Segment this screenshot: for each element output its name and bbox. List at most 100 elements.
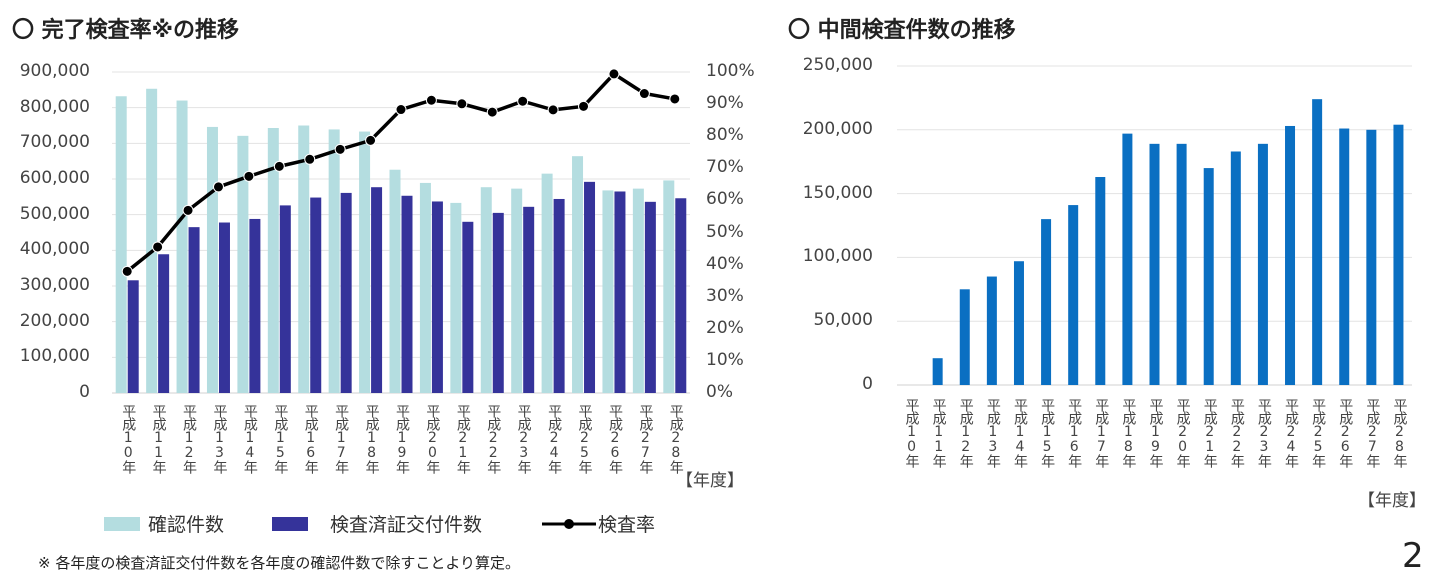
bar-confirm: [328, 129, 340, 393]
x-tick-label: 平成22年: [485, 404, 502, 473]
x-tick-label: 平成25年: [576, 404, 593, 473]
bar-certificate: [614, 191, 626, 393]
left-y-tick: 500,000: [19, 203, 90, 224]
x-tick-label: 平成24年: [1283, 398, 1300, 467]
y-tick: 100,000: [802, 246, 873, 267]
x-tick-label: 平成16年: [1066, 398, 1083, 467]
left-y-tick: 300,000: [19, 275, 90, 295]
bar-confirm: [419, 182, 431, 393]
x-tick-label: 平成18年: [1120, 398, 1137, 467]
rate-point: [669, 93, 681, 105]
bar-certificate: [310, 197, 322, 393]
rate-point: [334, 143, 346, 155]
bar-interim: [1203, 168, 1214, 385]
legend-item-certificate: 検査済証交付件数: [272, 510, 482, 537]
page-number: 2: [1402, 536, 1424, 576]
bar-confirm: [450, 202, 462, 393]
x-tick-label: 平成26年: [606, 404, 623, 473]
legend-swatch-dark: [272, 516, 308, 531]
rate-point: [182, 204, 194, 216]
bar-interim: [1013, 261, 1024, 385]
bar-interim: [1257, 143, 1268, 385]
y-tick: 150,000: [802, 182, 873, 203]
rate-point: [517, 95, 529, 107]
rate-point: [547, 104, 559, 116]
bar-confirm: [389, 169, 401, 393]
bar-confirm: [572, 156, 584, 393]
legend-label: 検査済証交付件数: [330, 514, 483, 536]
x-tick-label: 平成24年: [546, 404, 563, 473]
right-y-tick: 90%: [706, 93, 744, 114]
bar-confirm: [602, 190, 614, 393]
bar-interim: [1393, 124, 1404, 386]
right-y-tick: 10%: [706, 349, 744, 370]
bar-confirm: [511, 188, 523, 393]
right-y-tick: 20%: [706, 317, 744, 338]
bar-interim: [1122, 133, 1133, 385]
left-y-tick: 200,000: [19, 310, 90, 331]
bar-certificate: [371, 187, 383, 393]
rate-point: [638, 88, 650, 100]
bar-confirm: [359, 131, 371, 393]
left-x-unit: 【年度】: [676, 471, 744, 491]
bar-certificate: [340, 192, 352, 393]
x-tick-label: 平成19年: [394, 404, 410, 473]
rate-point: [212, 181, 224, 193]
bar-interim: [1068, 205, 1079, 385]
x-tick-label: 平成23年: [515, 404, 532, 473]
rate-point: [578, 100, 590, 112]
legend-label: 検査率: [598, 514, 656, 536]
bar-certificate: [644, 201, 656, 393]
legend-item-confirm: 確認件数: [104, 510, 224, 537]
bar-certificate: [553, 198, 565, 393]
bar-interim: [1312, 99, 1323, 386]
bar-confirm: [146, 88, 158, 393]
left-y-tick: 600,000: [19, 168, 90, 188]
right-y-tick: 80%: [706, 125, 744, 146]
bar-certificate: [431, 201, 443, 393]
rate-point: [425, 94, 437, 106]
x-tick-label: 平成18年: [363, 404, 380, 473]
left-y-tick: 400,000: [19, 239, 90, 260]
left-y-tick: 900,000: [19, 61, 90, 81]
x-tick-label: 平成27年: [1364, 398, 1381, 467]
rate-point: [121, 265, 133, 277]
bar-confirm: [298, 125, 310, 393]
right-x-unit: 【年度】: [1358, 491, 1426, 511]
y-tick: 250,000: [802, 55, 873, 75]
x-tick-label: 平成14年: [241, 404, 258, 473]
x-tick-label: 平成13年: [984, 398, 1001, 467]
x-tick-label: 平成11年: [930, 398, 947, 467]
legend-label: 確認件数: [148, 514, 225, 536]
bar-interim: [1230, 151, 1241, 385]
rate-point: [243, 170, 255, 182]
footnote: ※ 各年度の検査済証交付件数を各年度の確認件数で除すことより算定。: [38, 554, 521, 572]
y-tick: 0: [862, 374, 873, 394]
x-tick-label: 平成12年: [181, 404, 198, 473]
legend-item-rate: 検査率: [540, 510, 655, 537]
x-tick-label: 平成20年: [424, 404, 441, 473]
bar-confirm: [206, 126, 218, 393]
x-tick-label: 平成17年: [333, 404, 350, 473]
bar-interim: [959, 289, 970, 385]
x-tick-label: 平成14年: [1011, 398, 1028, 467]
bar-certificate: [218, 222, 230, 393]
x-tick-label: 平成11年: [150, 404, 167, 473]
right-y-tick: 50%: [706, 221, 744, 242]
x-tick-label: 平成10年: [903, 398, 920, 467]
rate-point: [273, 160, 285, 172]
rate-point: [304, 153, 316, 165]
x-tick-label: 平成12年: [957, 398, 974, 467]
bar-confirm: [663, 180, 675, 393]
x-tick-label: 平成28年: [1391, 398, 1408, 467]
x-tick-label: 平成20年: [1174, 398, 1191, 467]
x-tick-label: 平成10年: [120, 404, 137, 473]
bar-interim: [1366, 129, 1377, 385]
x-tick-label: 平成17年: [1093, 398, 1110, 467]
bar-certificate: [249, 218, 261, 393]
bar-interim: [1041, 219, 1052, 385]
left-y-tick: 700,000: [19, 132, 90, 153]
left-chart-title: 〇 完了検査率※の推移: [12, 18, 240, 43]
legend-swatch-light: [104, 516, 140, 531]
